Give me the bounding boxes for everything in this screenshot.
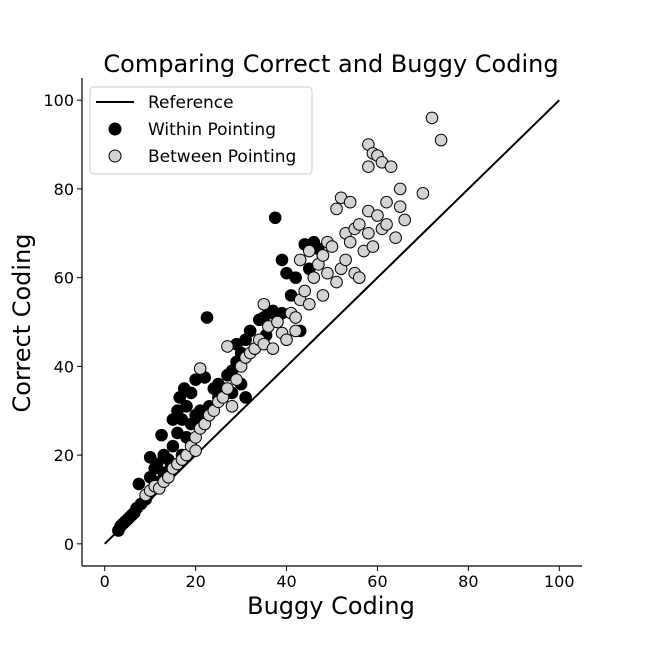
between-pointing-point — [316, 249, 330, 262]
between-pointing-point — [293, 253, 307, 267]
y-tick-label: 80 — [54, 180, 74, 199]
within-pointing-point — [155, 428, 168, 442]
chart-title: Comparing Correct and Buggy Coding — [103, 50, 558, 78]
between-pointing-point — [302, 297, 316, 311]
between-pointing-point — [339, 253, 352, 267]
x-tick-label: 100 — [544, 572, 575, 591]
legend-within-label: Within Pointing — [148, 120, 276, 140]
within-pointing-point — [200, 311, 214, 324]
between-pointing-point — [280, 333, 293, 347]
within-pointing-point — [184, 386, 198, 400]
between-pointing-point — [425, 111, 439, 125]
within-pointing-point — [166, 439, 180, 453]
between-pointing-point — [289, 311, 302, 324]
between-pointing-point — [384, 160, 398, 174]
y-tick-label: 100 — [43, 91, 74, 110]
within-pointing-point — [289, 271, 302, 284]
x-tick-label: 60 — [367, 572, 387, 591]
between-pointing-point — [325, 240, 339, 253]
y-tick-label: 0 — [64, 535, 74, 554]
between-pointing-point — [307, 271, 321, 284]
between-pointing-series — [139, 111, 448, 502]
between-pointing-point — [221, 340, 234, 353]
between-pointing-point — [302, 244, 316, 258]
between-pointing-point — [266, 342, 280, 355]
x-axis-label: Buggy Coding — [247, 592, 415, 620]
between-pointing-point — [352, 218, 366, 231]
x-ticks: 0 20 40 60 80 100 — [100, 566, 575, 591]
between-pointing-point — [434, 133, 448, 147]
between-pointing-point — [271, 315, 284, 329]
legend-frame — [89, 86, 313, 175]
axes: 0 20 40 60 80 100 0 20 40 60 80 100 — [43, 78, 582, 591]
x-tick-label: 0 — [100, 572, 110, 591]
within-pointing-point — [180, 399, 193, 413]
between-pointing-point — [371, 209, 384, 222]
between-pointing-point — [193, 362, 207, 375]
points-group — [112, 111, 448, 537]
between-pointing-point — [389, 231, 402, 245]
reference-line — [104, 99, 560, 545]
within-pointing-point — [150, 457, 164, 471]
between-pointing-point — [189, 444, 202, 457]
between-pointing-point — [352, 271, 366, 284]
legend-between-label: Between Pointing — [148, 147, 296, 167]
between-pointing-point — [330, 202, 343, 216]
between-pointing-point — [398, 213, 412, 227]
between-pointing-point — [362, 226, 375, 240]
y-ticks: 0 20 40 60 80 100 — [43, 91, 82, 554]
between-pointing-point — [298, 284, 312, 298]
between-pointing-point — [321, 266, 334, 280]
within-pointing-point — [243, 324, 257, 338]
legend: Reference Within Pointing Between Pointi… — [89, 86, 313, 175]
x-tick-label: 80 — [458, 572, 478, 591]
x-tick-label: 40 — [276, 572, 296, 591]
between-pointing-point — [221, 382, 234, 395]
within-pointing-point — [275, 253, 289, 267]
within-pointing-point — [239, 391, 252, 404]
y-tick-label: 60 — [54, 269, 74, 288]
legend-reference-label: Reference — [148, 93, 234, 113]
between-pointing-point — [416, 187, 430, 200]
x-tick-label: 20 — [185, 572, 205, 591]
between-pointing-point — [257, 297, 271, 311]
y-axis-label: Correct Coding — [8, 233, 36, 412]
y-tick-label: 20 — [54, 446, 74, 465]
between-pointing-point — [225, 399, 239, 413]
within-pointing-point — [268, 211, 282, 225]
between-pointing-point — [343, 195, 357, 209]
between-pointing-point — [343, 235, 357, 249]
between-pointing-point — [366, 240, 380, 253]
within-pointing-point — [132, 477, 146, 491]
between-pointing-point — [316, 289, 330, 302]
between-pointing-point — [330, 275, 343, 289]
reference-line-group — [104, 99, 560, 545]
legend-within-swatch — [108, 122, 122, 136]
between-pointing-point — [393, 200, 407, 213]
between-pointing-point — [393, 182, 407, 196]
legend-between-swatch — [108, 149, 122, 163]
between-pointing-point — [230, 373, 243, 386]
between-pointing-point — [380, 218, 393, 231]
between-pointing-point — [289, 324, 302, 338]
y-tick-label: 40 — [54, 357, 74, 376]
between-pointing-point — [362, 160, 375, 174]
between-pointing-point — [380, 195, 393, 209]
